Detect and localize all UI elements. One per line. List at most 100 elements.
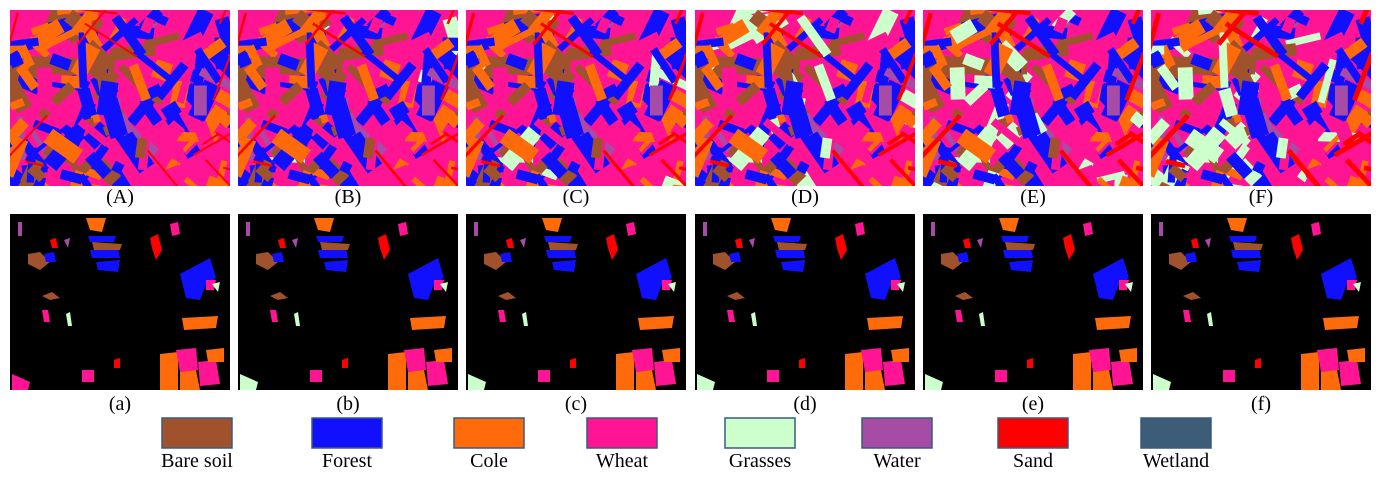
map-region: [1335, 85, 1348, 115]
map-region: [544, 236, 572, 242]
classification-map: [0, 0, 275, 217]
map-region: [1073, 352, 1091, 390]
map-region: [650, 85, 663, 115]
ground-truth-map: [923, 214, 1143, 390]
map-region: [474, 222, 478, 236]
map-region: [662, 348, 680, 362]
map-region: [246, 222, 250, 236]
panel-label: (B): [335, 186, 362, 208]
map-region: [82, 370, 94, 382]
legend-label: Grasses: [729, 450, 791, 472]
panel-label: (A): [106, 186, 134, 208]
map-region: [1159, 222, 1163, 236]
map-region: [397, 183, 409, 208]
map-region: [493, 67, 509, 100]
legend-swatch: [587, 418, 657, 448]
map-region: [410, 316, 446, 330]
map-content: [197, 0, 503, 217]
legend-swatch: [725, 418, 795, 448]
map-region: [854, 183, 866, 208]
map-region: [1178, 67, 1194, 100]
map-region: [194, 85, 207, 115]
ground-truth-map: [238, 214, 458, 390]
map-region: [845, 352, 863, 390]
map-region: [625, 183, 637, 208]
map-region: [140, 101, 154, 109]
map-content: [425, 0, 731, 217]
map-region: [995, 370, 1007, 382]
map-region: [867, 316, 903, 330]
legend-swatch: [862, 418, 932, 448]
map-region: [0, 76, 12, 115]
classification-map: [882, 0, 1188, 217]
panel-label: (e): [1022, 393, 1044, 415]
map-region: [434, 348, 452, 362]
map-region: [616, 352, 634, 390]
legend-label: Cole: [470, 450, 508, 472]
map-region: [638, 316, 674, 330]
map-region: [1223, 370, 1235, 382]
legend-swatch: [998, 418, 1068, 448]
map-region: [722, 67, 738, 100]
map-region: [316, 236, 344, 242]
map-region: [1301, 352, 1319, 390]
panel-label: (C): [563, 186, 590, 208]
classification-map: [1110, 0, 1378, 217]
map-region: [1082, 183, 1094, 208]
figure: (A)(B)(C)(D)(E)(F)(a)(b)(c)(d)(e)(f)Bare…: [0, 0, 1378, 472]
map-content: [882, 0, 1188, 217]
legend-label: Wetland: [1143, 450, 1209, 472]
map-region: [538, 370, 550, 382]
map-region: [1357, 185, 1378, 197]
map-region: [825, 101, 839, 109]
legend-label: Bare soil: [161, 450, 233, 472]
legend-label: Sand: [1013, 450, 1053, 472]
ground-truth-map: [10, 214, 230, 390]
legend-label: Forest: [322, 450, 372, 472]
map-region: [444, 185, 492, 197]
map-region: [1119, 348, 1137, 362]
map-region: [950, 67, 966, 100]
map-content: [654, 0, 960, 217]
map-region: [37, 67, 53, 100]
panel-label: (d): [793, 393, 816, 415]
map-region: [368, 101, 382, 109]
legend-label: Water: [873, 450, 921, 472]
map-region: [1095, 316, 1131, 330]
map-region: [1053, 101, 1067, 109]
map-region: [422, 85, 435, 115]
map-region: [767, 370, 779, 382]
map-region: [879, 85, 892, 115]
map-region: [182, 316, 218, 330]
ground-truth-map: [1151, 214, 1371, 390]
map-region: [1347, 348, 1365, 362]
map-region: [169, 183, 181, 208]
classification-map: [197, 0, 503, 217]
map-region: [1323, 316, 1359, 330]
legend-swatch: [1141, 418, 1211, 448]
legend-swatch: [312, 418, 382, 448]
map-region: [206, 348, 224, 362]
map-region: [160, 352, 178, 390]
map-region: [773, 236, 801, 242]
map-region: [1129, 185, 1177, 197]
map-region: [265, 67, 281, 100]
map-content: [0, 0, 275, 217]
map-region: [901, 185, 949, 197]
legend-swatch: [162, 418, 232, 448]
map-region: [672, 185, 720, 197]
classification-map: [425, 0, 731, 217]
panel-label: (E): [1020, 186, 1046, 208]
map-region: [596, 101, 610, 109]
classification-map: [654, 0, 960, 217]
map-region: [310, 370, 322, 382]
map-region: [88, 236, 116, 242]
map-region: [1281, 101, 1295, 109]
map-region: [703, 222, 707, 236]
panel-label: (c): [565, 393, 587, 415]
panel-label: (F): [1249, 186, 1273, 208]
map-region: [931, 222, 935, 236]
map-region: [216, 185, 264, 197]
panel-label: (D): [791, 186, 819, 208]
map-region: [891, 348, 909, 362]
